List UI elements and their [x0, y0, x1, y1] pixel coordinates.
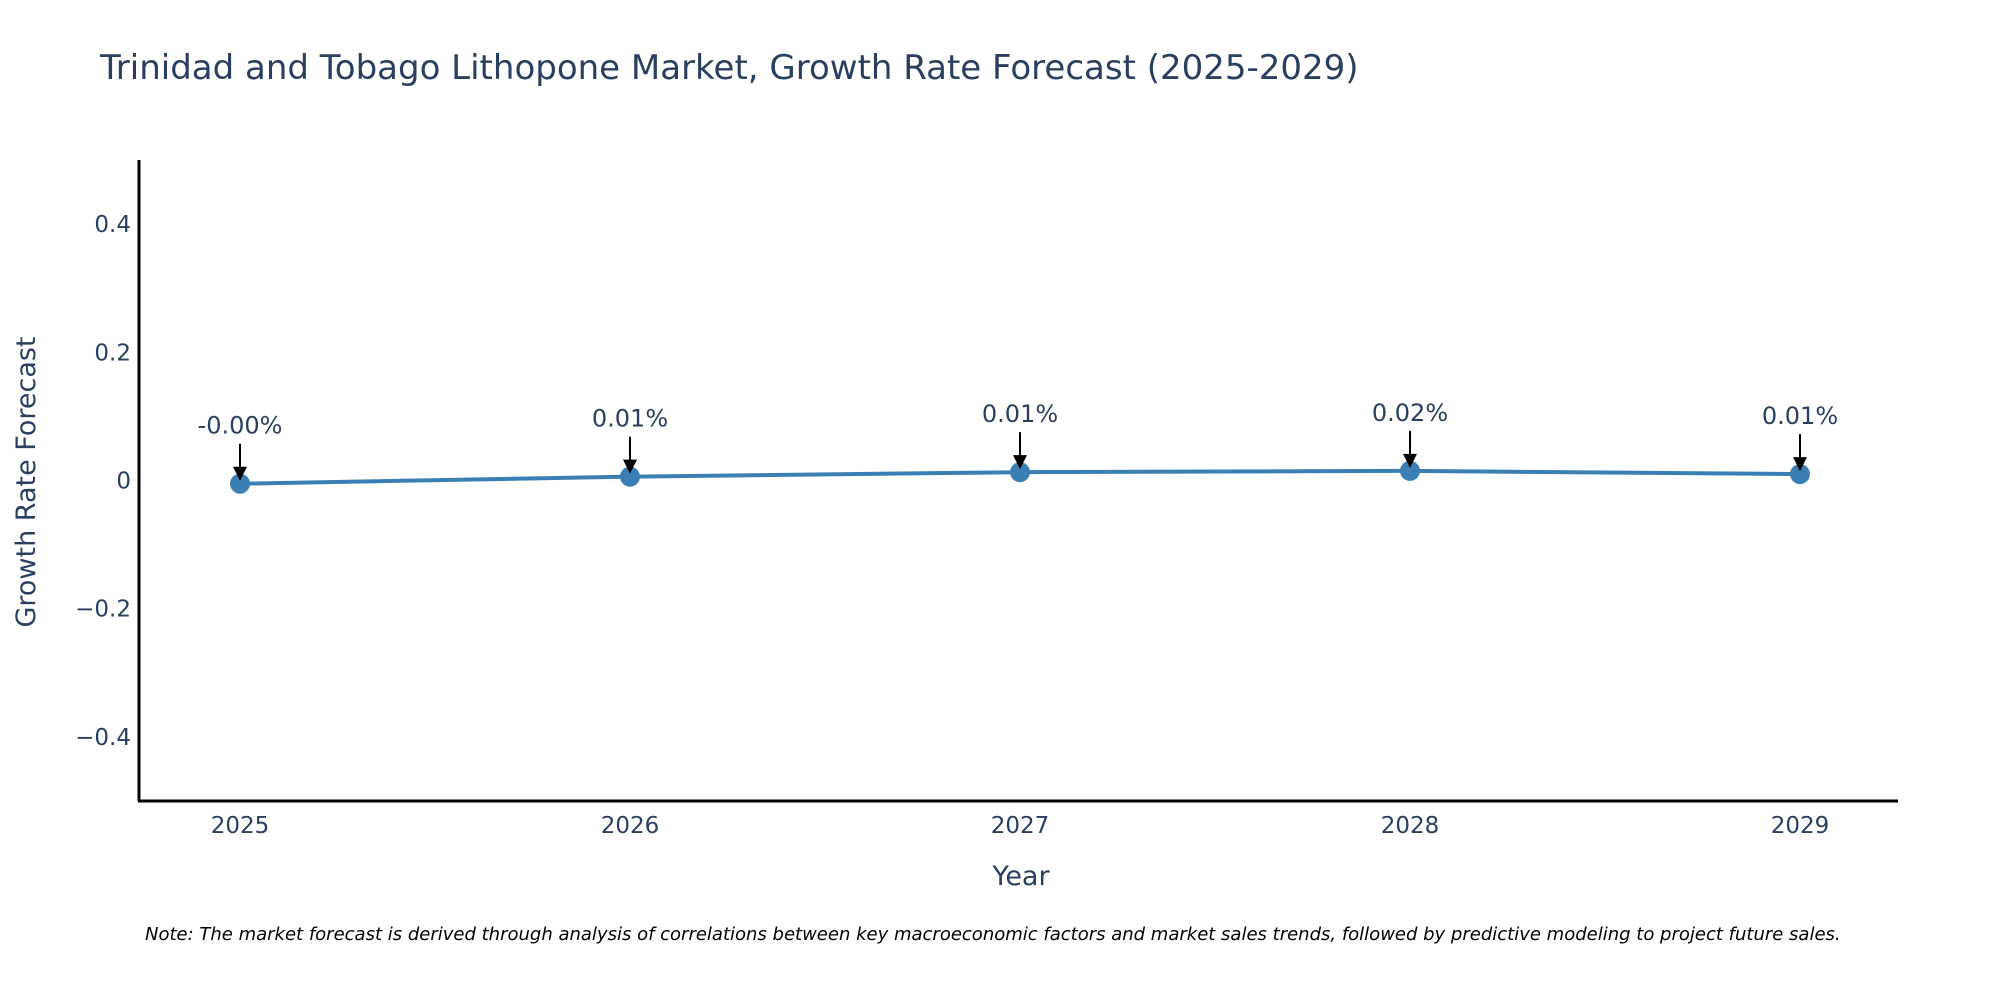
y-tick-labels: −0.4 −0.2 0 0.2 0.4: [75, 212, 131, 751]
data-label: 0.01%: [592, 405, 668, 433]
data-point-marker: [1400, 460, 1420, 481]
annotation-arrowhead: [1403, 453, 1417, 468]
plot-area: −0.4 −0.2 0 0.2 0.4 2025 2026 2027 2028 2029 -0.…: [75, 160, 1898, 839]
data-point-marker: [1010, 462, 1030, 483]
footnote: Note: The market forecast is derived thr…: [145, 924, 1841, 945]
annotation-arrowhead: [1013, 455, 1027, 470]
data-label: 0.02%: [1372, 399, 1448, 427]
y-tick-label: 0.2: [94, 340, 131, 366]
y-tick-label: −0.4: [75, 725, 131, 751]
data-point-marker: [620, 466, 640, 487]
annotation-arrowhead: [233, 466, 247, 481]
y-tick-label: 0: [116, 469, 131, 495]
annotation-arrowhead: [1793, 457, 1807, 472]
x-tick-label: 2026: [601, 813, 660, 839]
x-tick-label: 2025: [211, 813, 270, 839]
x-tick-label: 2027: [991, 813, 1050, 839]
x-tick-label: 2029: [1771, 813, 1830, 839]
x-tick-labels: 2025 2026 2027 2028 2029: [211, 813, 1830, 839]
x-tick-label: 2028: [1381, 813, 1440, 839]
annotation-arrowhead: [623, 459, 637, 474]
x-axis-title: Year: [991, 861, 1050, 892]
data-label: 0.01%: [982, 400, 1058, 428]
data-label: 0.01%: [1762, 402, 1838, 430]
chart-title: Trinidad and Tobago Lithopone Market, Gr…: [99, 48, 1359, 88]
data-label: -0.00%: [198, 412, 283, 440]
data-point-marker: [1790, 464, 1810, 485]
data-point-marker: [230, 473, 250, 494]
y-tick-label: 0.4: [94, 212, 131, 238]
data-markers: [230, 460, 1810, 494]
y-tick-label: −0.2: [75, 597, 131, 623]
y-axis-title: Growth Rate Forecast: [11, 336, 42, 627]
data-annotations: -0.00% 0.01% 0.01% 0.02% 0.01%: [198, 399, 1838, 481]
